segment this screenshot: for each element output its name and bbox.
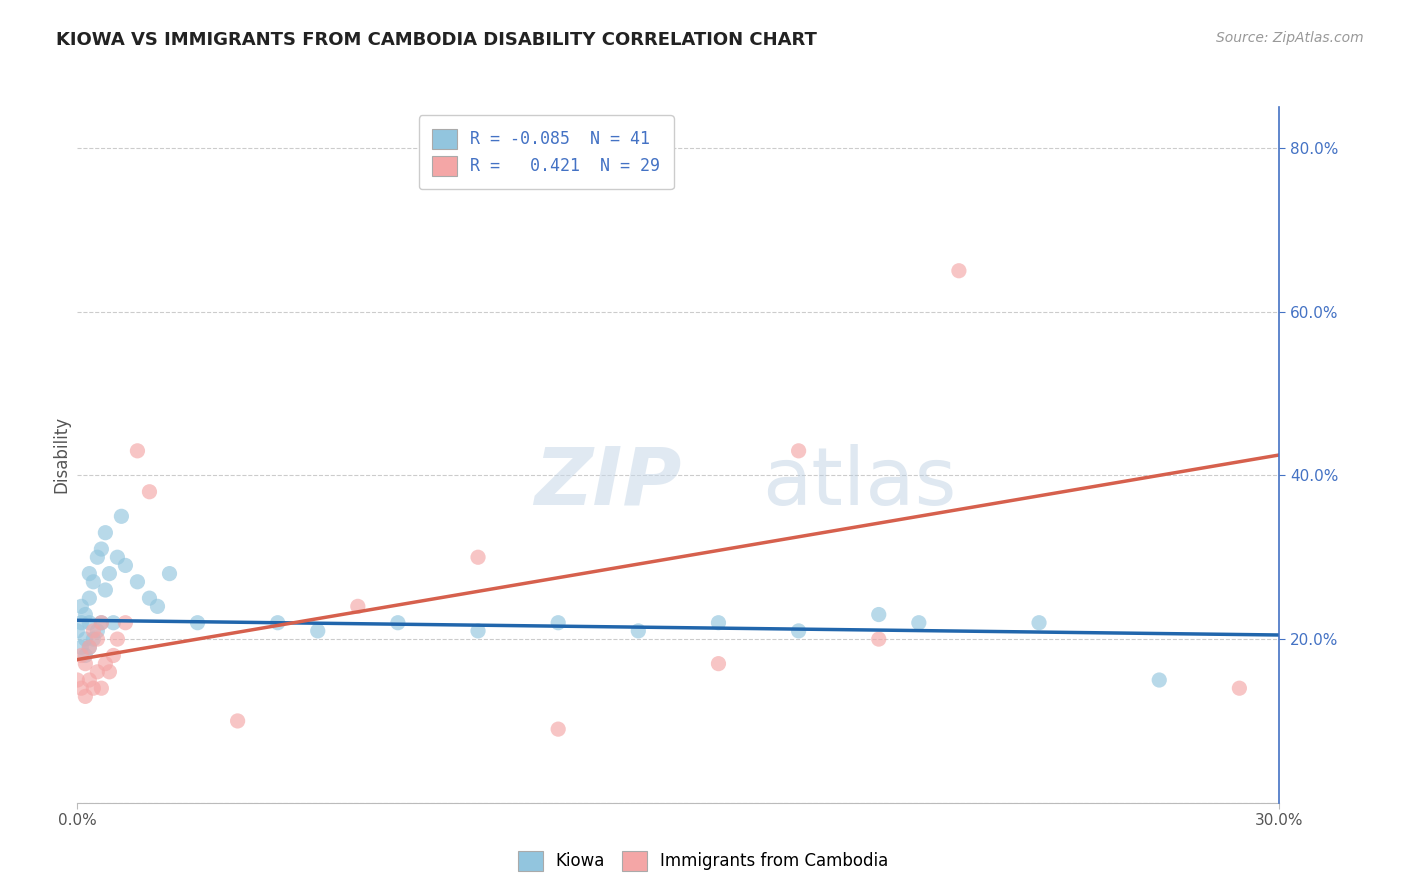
Point (547, 615, 569, 630)
Point (387, 615, 409, 630)
Point (75, 657, 97, 671)
Point (787, 443, 810, 458)
Point (103, 648, 125, 663)
Point (75, 690, 97, 704)
Y-axis label: Disability: Disability (52, 417, 70, 493)
Point (70, 599, 93, 614)
Point (948, 264, 970, 278)
Point (787, 624, 810, 638)
Point (107, 632, 129, 646)
Legend: Kiowa, Immigrants from Cambodia: Kiowa, Immigrants from Cambodia (509, 842, 897, 880)
Point (90, 615, 112, 630)
Point (94, 657, 117, 671)
Point (114, 615, 136, 630)
Point (627, 624, 650, 638)
Point (1229, 681, 1251, 696)
Point (79, 673, 101, 687)
Point (868, 607, 890, 622)
Point (66, 673, 89, 687)
Point (467, 550, 489, 565)
Point (127, 443, 149, 458)
Point (82, 574, 104, 589)
Point (110, 509, 132, 524)
Point (1028, 615, 1050, 630)
Point (70, 640, 93, 655)
Point (187, 615, 209, 630)
Point (66, 624, 89, 638)
Point (75, 648, 97, 663)
Point (75, 632, 97, 646)
Point (307, 624, 329, 638)
Point (79, 640, 101, 655)
Point (868, 632, 890, 646)
Legend: R = -0.085  N = 41, R =   0.421  N = 29: R = -0.085 N = 41, R = 0.421 N = 29 (419, 115, 673, 189)
Point (146, 599, 169, 614)
Point (86, 665, 108, 679)
Point (267, 615, 290, 630)
Point (98, 665, 121, 679)
Point (70, 648, 93, 663)
Point (90, 542, 112, 557)
Point (86, 550, 108, 565)
Point (98, 566, 121, 581)
Point (707, 657, 730, 671)
Point (127, 574, 149, 589)
Point (79, 591, 101, 606)
Point (347, 599, 370, 614)
Point (79, 615, 101, 630)
Text: KIOWA VS IMMIGRANTS FROM CAMBODIA DISABILITY CORRELATION CHART: KIOWA VS IMMIGRANTS FROM CAMBODIA DISABI… (56, 31, 817, 49)
Text: ZIP: ZIP (534, 443, 682, 522)
Point (86, 632, 108, 646)
Point (138, 591, 160, 606)
Point (94, 525, 117, 540)
Point (159, 566, 181, 581)
Point (86, 624, 108, 638)
Point (79, 566, 101, 581)
Point (226, 714, 249, 728)
Point (707, 615, 730, 630)
Point (114, 558, 136, 573)
Point (467, 624, 489, 638)
Point (90, 681, 112, 696)
Point (107, 550, 129, 565)
Point (103, 615, 125, 630)
Point (82, 681, 104, 696)
Point (90, 615, 112, 630)
Text: Source: ZipAtlas.com: Source: ZipAtlas.com (1216, 31, 1364, 45)
Point (82, 632, 104, 646)
Point (75, 607, 97, 622)
Point (547, 722, 569, 736)
Point (70, 615, 93, 630)
Text: atlas: atlas (762, 443, 957, 522)
Point (70, 681, 93, 696)
Point (1149, 673, 1171, 687)
Point (94, 582, 117, 597)
Point (82, 624, 104, 638)
Point (908, 615, 931, 630)
Point (138, 484, 160, 499)
Point (79, 640, 101, 655)
